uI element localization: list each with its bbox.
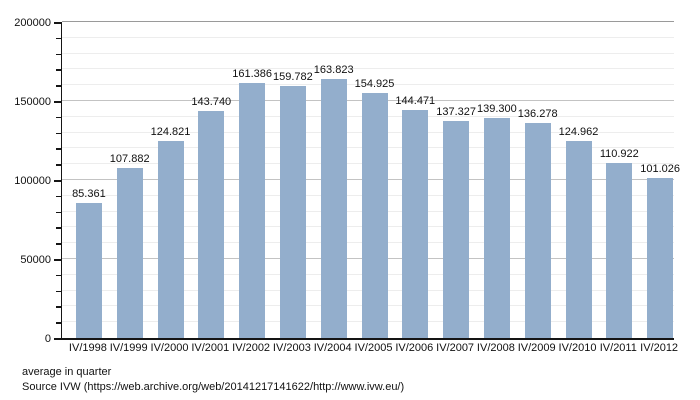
bar-value-label: 85.361 <box>72 188 106 201</box>
x-axis-label: IV/2005 <box>354 342 393 354</box>
gridline <box>62 36 674 38</box>
y-axis-major-tick <box>54 338 61 340</box>
y-axis-label: 200000 <box>14 17 51 29</box>
bar-value-label: 143.740 <box>191 95 232 108</box>
bar-IV/2011 <box>606 162 633 338</box>
bar-IV/1999 <box>116 167 143 338</box>
x-axis-label: IV/2006 <box>395 342 434 354</box>
y-axis-minor-tick <box>56 211 61 214</box>
bar-IV/2009 <box>524 122 551 338</box>
bar-IV/2004 <box>320 79 347 338</box>
y-axis-minor-tick <box>56 164 61 166</box>
x-axis-label: IV/2001 <box>191 342 230 354</box>
x-axis-label: IV/2000 <box>150 342 189 354</box>
bar-value-label: 161.386 <box>232 68 272 81</box>
bar-IV/2007 <box>443 121 470 338</box>
y-axis-minor-tick <box>56 306 61 308</box>
bar-value-label: 124.962 <box>558 125 599 138</box>
y-axis-major-tick <box>54 22 61 24</box>
y-axis-major-tick <box>54 259 61 261</box>
bar-IV/2012 <box>647 178 674 338</box>
bar-value-label: 101.026 <box>640 163 680 176</box>
y-axis-label: 0 <box>44 333 51 345</box>
bar-value-label: 137.327 <box>436 106 476 119</box>
x-axis-label: IV/2008 <box>476 342 515 354</box>
x-axis-label: IV/2004 <box>313 342 352 354</box>
y-axis-minor-tick <box>56 290 61 293</box>
bar-value-label: 107.882 <box>109 152 150 165</box>
bar-IV/1998 <box>75 203 102 338</box>
x-axis-label: IV/2009 <box>517 342 556 354</box>
bar-value-label: 124.821 <box>150 125 191 138</box>
y-axis-minor-tick <box>56 274 61 277</box>
gridline <box>62 52 674 54</box>
footer-source: Source IVW (https://web.archive.org/web/… <box>22 381 405 393</box>
x-axis-label: IV/2007 <box>436 342 475 354</box>
x-axis-label: IV/1998 <box>68 342 107 354</box>
bar-value-label: 144.471 <box>395 94 436 107</box>
y-axis-minor-tick <box>56 322 61 324</box>
bar-IV/2003 <box>279 85 306 338</box>
y-axis-minor-tick <box>56 195 61 198</box>
x-axis-label: IV/2002 <box>232 342 271 354</box>
y-axis-minor-tick <box>56 53 61 56</box>
x-axis-label: IV/1999 <box>109 342 148 354</box>
plot-area: 85.361 107.882 124.821 143.740 161.386 159.78… <box>61 21 680 340</box>
gridline <box>62 68 674 70</box>
bar-IV/2005 <box>361 93 388 338</box>
y-axis-minor-tick <box>56 116 61 119</box>
x-axis-label: IV/2003 <box>272 342 311 354</box>
bar-value-label: 163.823 <box>313 64 354 77</box>
y-axis-label: 150000 <box>14 96 51 108</box>
gridline <box>62 21 674 22</box>
bar-IV/2008 <box>483 117 510 338</box>
bar-value-label: 154.925 <box>354 78 395 91</box>
bar-IV/2006 <box>402 109 429 338</box>
x-axis-label: IV/2012 <box>640 342 679 354</box>
y-axis-minor-tick <box>56 132 61 135</box>
gridline <box>62 84 674 86</box>
chart-footer: average in quarter Source IVW (https://w… <box>22 365 404 395</box>
y-axis-label: 100000 <box>14 175 51 187</box>
x-axis-label: IV/2010 <box>558 342 597 354</box>
y-axis-minor-tick <box>56 85 61 87</box>
y-axis-minor-tick <box>56 227 61 229</box>
y-axis-minor-tick <box>56 148 61 150</box>
bar-value-label: 110.922 <box>599 147 639 160</box>
bar-value-label: 139.300 <box>477 102 517 115</box>
bar-IV/2010 <box>565 140 592 338</box>
bar-IV/2002 <box>239 83 266 338</box>
y-axis-major-tick <box>54 101 61 103</box>
y-axis-minor-tick <box>56 37 61 40</box>
y-axis-minor-tick <box>56 243 61 245</box>
bar-IV/2000 <box>157 140 184 338</box>
y-axis-major-tick <box>54 180 61 182</box>
footer-note: average in quarter <box>22 366 112 378</box>
x-axis-label: IV/2011 <box>599 342 637 354</box>
bar-IV/2001 <box>198 110 225 338</box>
bar-value-label: 136.278 <box>517 107 558 120</box>
bar-value-label: 159.782 <box>273 70 313 83</box>
y-axis-minor-tick <box>56 69 61 71</box>
y-axis-label: 50000 <box>20 254 51 266</box>
